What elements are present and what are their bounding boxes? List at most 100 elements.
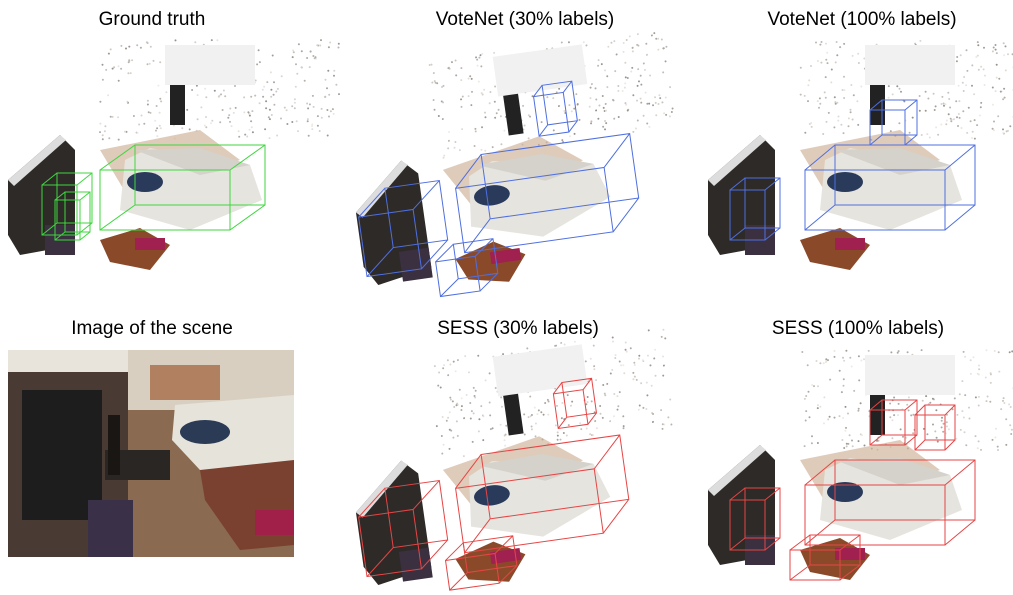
- point: [482, 415, 485, 418]
- point: [205, 126, 208, 129]
- point: [662, 374, 665, 377]
- point: [976, 124, 979, 127]
- point: [810, 65, 812, 67]
- point: [327, 69, 330, 72]
- point: [645, 42, 648, 45]
- point: [803, 397, 806, 400]
- point: [945, 119, 948, 122]
- point: [272, 93, 275, 96]
- point: [460, 98, 463, 101]
- point: [956, 413, 959, 416]
- bounding-box: [869, 399, 918, 446]
- point: [101, 134, 104, 137]
- point: [1002, 399, 1004, 402]
- point: [505, 424, 508, 427]
- point: [494, 386, 497, 389]
- point: [254, 79, 257, 82]
- point: [826, 51, 829, 54]
- point: [461, 128, 464, 131]
- point: [558, 87, 561, 90]
- point: [637, 44, 640, 47]
- point: [111, 67, 114, 70]
- point: [213, 89, 216, 92]
- point: [332, 112, 335, 115]
- point: [850, 84, 853, 86]
- point: [898, 122, 901, 125]
- point: [156, 135, 159, 138]
- point: [234, 85, 236, 87]
- point: [663, 112, 666, 115]
- point: [590, 400, 593, 403]
- point: [813, 385, 815, 388]
- point: [270, 114, 273, 116]
- point: [924, 109, 927, 112]
- point: [324, 78, 327, 81]
- point: [635, 127, 638, 130]
- point: [579, 422, 582, 425]
- point: [265, 107, 268, 110]
- point: [996, 445, 999, 448]
- point: [980, 101, 983, 104]
- point: [651, 420, 654, 423]
- point: [660, 409, 663, 412]
- point: [472, 386, 475, 389]
- point: [530, 414, 533, 417]
- point: [1009, 424, 1012, 427]
- bounding-box: [533, 80, 578, 137]
- point: [966, 131, 969, 134]
- point: [484, 116, 487, 119]
- point: [994, 90, 997, 93]
- point: [1003, 402, 1006, 404]
- point: [529, 415, 532, 418]
- point: [470, 410, 473, 413]
- point: [280, 117, 282, 120]
- point: [433, 365, 436, 368]
- point: [948, 98, 951, 100]
- point: [896, 351, 899, 354]
- point: [839, 46, 842, 49]
- point: [552, 129, 555, 132]
- point: [297, 43, 300, 46]
- point: [455, 74, 458, 77]
- point: [186, 108, 189, 111]
- point: [576, 103, 579, 106]
- point: [963, 431, 966, 434]
- point: [657, 37, 660, 40]
- point: [950, 118, 953, 121]
- point: [478, 418, 481, 421]
- point: [956, 56, 959, 58]
- point: [568, 135, 571, 138]
- point: [624, 82, 627, 85]
- point: [637, 80, 640, 83]
- point: [285, 109, 288, 112]
- point: [907, 409, 910, 412]
- point: [661, 423, 664, 426]
- point: [145, 41, 148, 44]
- point: [443, 154, 446, 157]
- point: [889, 416, 892, 419]
- sofa-back: [835, 458, 950, 485]
- point: [843, 75, 845, 78]
- point: [482, 439, 485, 442]
- point: [922, 427, 925, 430]
- point: [933, 109, 936, 111]
- point: [654, 101, 657, 104]
- point: [974, 396, 977, 399]
- point: [618, 391, 621, 394]
- point: [606, 382, 609, 385]
- point: [995, 427, 997, 430]
- point: [995, 76, 998, 79]
- point: [637, 408, 640, 411]
- point: [629, 347, 632, 350]
- bag: [474, 485, 510, 506]
- point: [804, 131, 807, 134]
- point: [1002, 98, 1005, 101]
- point: [650, 34, 653, 37]
- point: [630, 70, 633, 73]
- point: [891, 419, 894, 422]
- point: [613, 117, 616, 120]
- point: [845, 445, 848, 448]
- point: [117, 79, 120, 82]
- point: [589, 86, 592, 89]
- point: [603, 392, 606, 395]
